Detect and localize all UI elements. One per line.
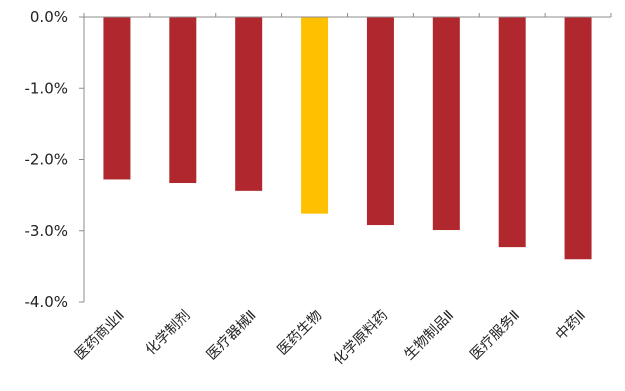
y-axis-ticks: 0.0% -1.0% -2.0% -3.0% -4.0% — [24, 8, 84, 311]
x-category-label: 医药商业Ⅱ — [72, 308, 128, 364]
x-category-label: 医疗器械Ⅱ — [204, 308, 260, 364]
bar-7 — [498, 17, 526, 248]
x-category-label: 生物制品Ⅱ — [401, 308, 457, 364]
y-tick-label: -4.0% — [24, 293, 68, 311]
y-tick-label: -2.0% — [24, 151, 68, 169]
x-category-label: 医疗服务Ⅱ — [467, 308, 523, 364]
bar-2 — [169, 17, 197, 184]
x-category-label: 化学原料药 — [330, 308, 391, 369]
axes — [83, 13, 612, 302]
bar-4 — [301, 17, 329, 214]
bars — [103, 17, 592, 260]
bar-5 — [366, 17, 394, 226]
x-category-label: 医药生物 — [274, 308, 325, 359]
y-tick-label: -1.0% — [24, 79, 68, 97]
y-tick-label: 0.0% — [30, 8, 68, 26]
y-tick-label: -3.0% — [24, 222, 68, 240]
category-labels: 医药商业Ⅱ 化学制剂 医疗器械Ⅱ 医药生物 化学原料药 生物制品Ⅱ 医疗服务Ⅱ 中药Ⅱ — [72, 308, 589, 369]
bar-8 — [564, 17, 592, 260]
bar-1 — [103, 17, 131, 180]
x-category-label: 化学制剂 — [143, 308, 194, 359]
x-category-label: 中药Ⅱ — [553, 308, 589, 344]
bar-3 — [235, 17, 263, 191]
bar-6 — [432, 17, 460, 231]
